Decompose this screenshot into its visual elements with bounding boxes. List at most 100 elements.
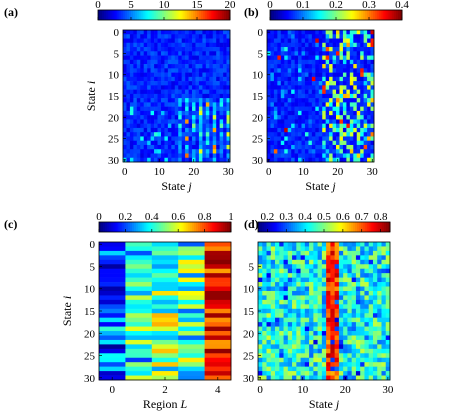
heatmap-cell <box>294 149 299 154</box>
heatmap-cell <box>270 72 275 78</box>
heatmap-cell <box>267 85 271 90</box>
heatmap-cell <box>125 357 153 363</box>
heatmap-cell <box>291 153 295 159</box>
heatmap-cell <box>223 42 227 48</box>
heatmap-cell <box>298 93 302 99</box>
heatmap-cell <box>154 132 158 137</box>
heatmap-cell <box>280 123 285 129</box>
heatmap-cell <box>311 115 316 120</box>
heatmap-cell <box>356 85 361 90</box>
heatmap-cell <box>277 81 282 86</box>
heatmap-cell <box>266 362 272 367</box>
heatmap-cell <box>321 250 327 256</box>
heatmap-cell <box>363 127 368 133</box>
heatmap-cell <box>150 119 155 124</box>
heatmap-cell <box>204 277 232 283</box>
heatmap-cell <box>143 47 148 52</box>
heatmap-cell <box>349 85 354 90</box>
heatmap-cell <box>385 317 391 323</box>
colorbar-tick-label: 0.6 <box>171 211 185 223</box>
heatmap-cell <box>270 144 275 150</box>
colorbar-segment <box>294 10 298 20</box>
heatmap-cell <box>356 106 361 112</box>
heatmap-cell <box>185 136 189 142</box>
heatmap-cell <box>171 140 176 146</box>
heatmap-cell <box>385 242 391 247</box>
heatmap-cell <box>125 322 153 327</box>
heatmap-cell <box>347 357 352 363</box>
heatmap-cell <box>181 127 186 133</box>
heatmap-cell <box>185 132 189 137</box>
heatmap-cell <box>125 348 153 354</box>
heatmap-cell <box>367 42 371 48</box>
heatmap-cell <box>195 153 200 159</box>
heatmap-cell <box>360 366 365 372</box>
heatmap-cell <box>298 34 302 39</box>
heatmap-cell <box>212 123 217 129</box>
heatmap-cell <box>329 30 333 35</box>
heatmap-cell <box>99 250 126 256</box>
heatmap-cell <box>129 42 134 48</box>
heatmap-cell <box>99 331 126 336</box>
heatmap-cell <box>283 268 289 274</box>
heatmap-cell <box>164 144 169 150</box>
heatmap-cell <box>99 357 126 363</box>
heatmap-cell <box>298 47 302 52</box>
colorbar-segment <box>206 222 209 232</box>
heatmap-cell <box>284 149 289 154</box>
heatmap-cell <box>216 144 220 150</box>
heatmap-cell <box>216 51 220 56</box>
heatmap-cell <box>336 47 340 52</box>
heatmap-cell <box>342 102 347 107</box>
heatmap-cell <box>270 348 276 354</box>
heatmap-cell <box>164 102 169 107</box>
heatmap-cell <box>294 110 299 116</box>
heatmap-cell <box>151 326 179 332</box>
heatmap-cell <box>178 353 205 359</box>
heatmap-cell <box>151 353 179 359</box>
heatmap-cell <box>355 268 361 274</box>
heatmap-cell <box>367 144 371 150</box>
heatmap-cell <box>185 93 189 99</box>
heatmap-cell <box>216 149 220 154</box>
heatmap-cell <box>291 93 295 99</box>
heatmap-cell <box>353 89 358 95</box>
colorbar-segment <box>357 222 360 232</box>
heatmap-cell <box>171 51 176 56</box>
heatmap-cell <box>133 47 138 52</box>
heatmap-cell <box>280 38 285 44</box>
heatmap-cell <box>266 259 272 265</box>
heatmap-cell <box>262 331 267 336</box>
heatmap-cell <box>309 348 314 354</box>
heatmap-cell <box>219 51 224 56</box>
heatmap-cell <box>363 59 368 65</box>
heatmap-cell <box>167 64 172 69</box>
heatmap-cell <box>347 371 352 376</box>
heatmap-cell <box>178 317 205 323</box>
heatmap-cell <box>140 51 145 56</box>
heatmap-cell <box>342 89 347 95</box>
heatmap-cell <box>332 149 337 154</box>
heatmap-cell <box>349 81 354 86</box>
heatmap-cell <box>351 366 357 372</box>
heatmap-cell <box>355 242 361 247</box>
heatmap-cell <box>226 144 231 150</box>
heatmap-cell <box>266 366 272 372</box>
heatmap-cell <box>317 362 323 367</box>
heatmap-cell <box>367 34 371 39</box>
heatmap-cell <box>304 290 310 296</box>
colorbar-segment <box>169 222 172 232</box>
panel-letter: (a) <box>4 5 18 19</box>
heatmap-cell <box>216 127 220 133</box>
heatmap-cell <box>346 34 351 39</box>
heatmap-cell <box>296 246 301 252</box>
heatmap-cell <box>364 259 370 265</box>
heatmap-cell <box>167 55 172 61</box>
heatmap-cell <box>258 299 263 305</box>
heatmap-cell <box>317 326 323 332</box>
heatmap-cell <box>304 335 310 341</box>
heatmap-cell <box>266 299 272 305</box>
heatmap-cell <box>164 123 169 129</box>
heatmap-cell <box>209 123 214 129</box>
heatmap-cell <box>195 55 200 61</box>
